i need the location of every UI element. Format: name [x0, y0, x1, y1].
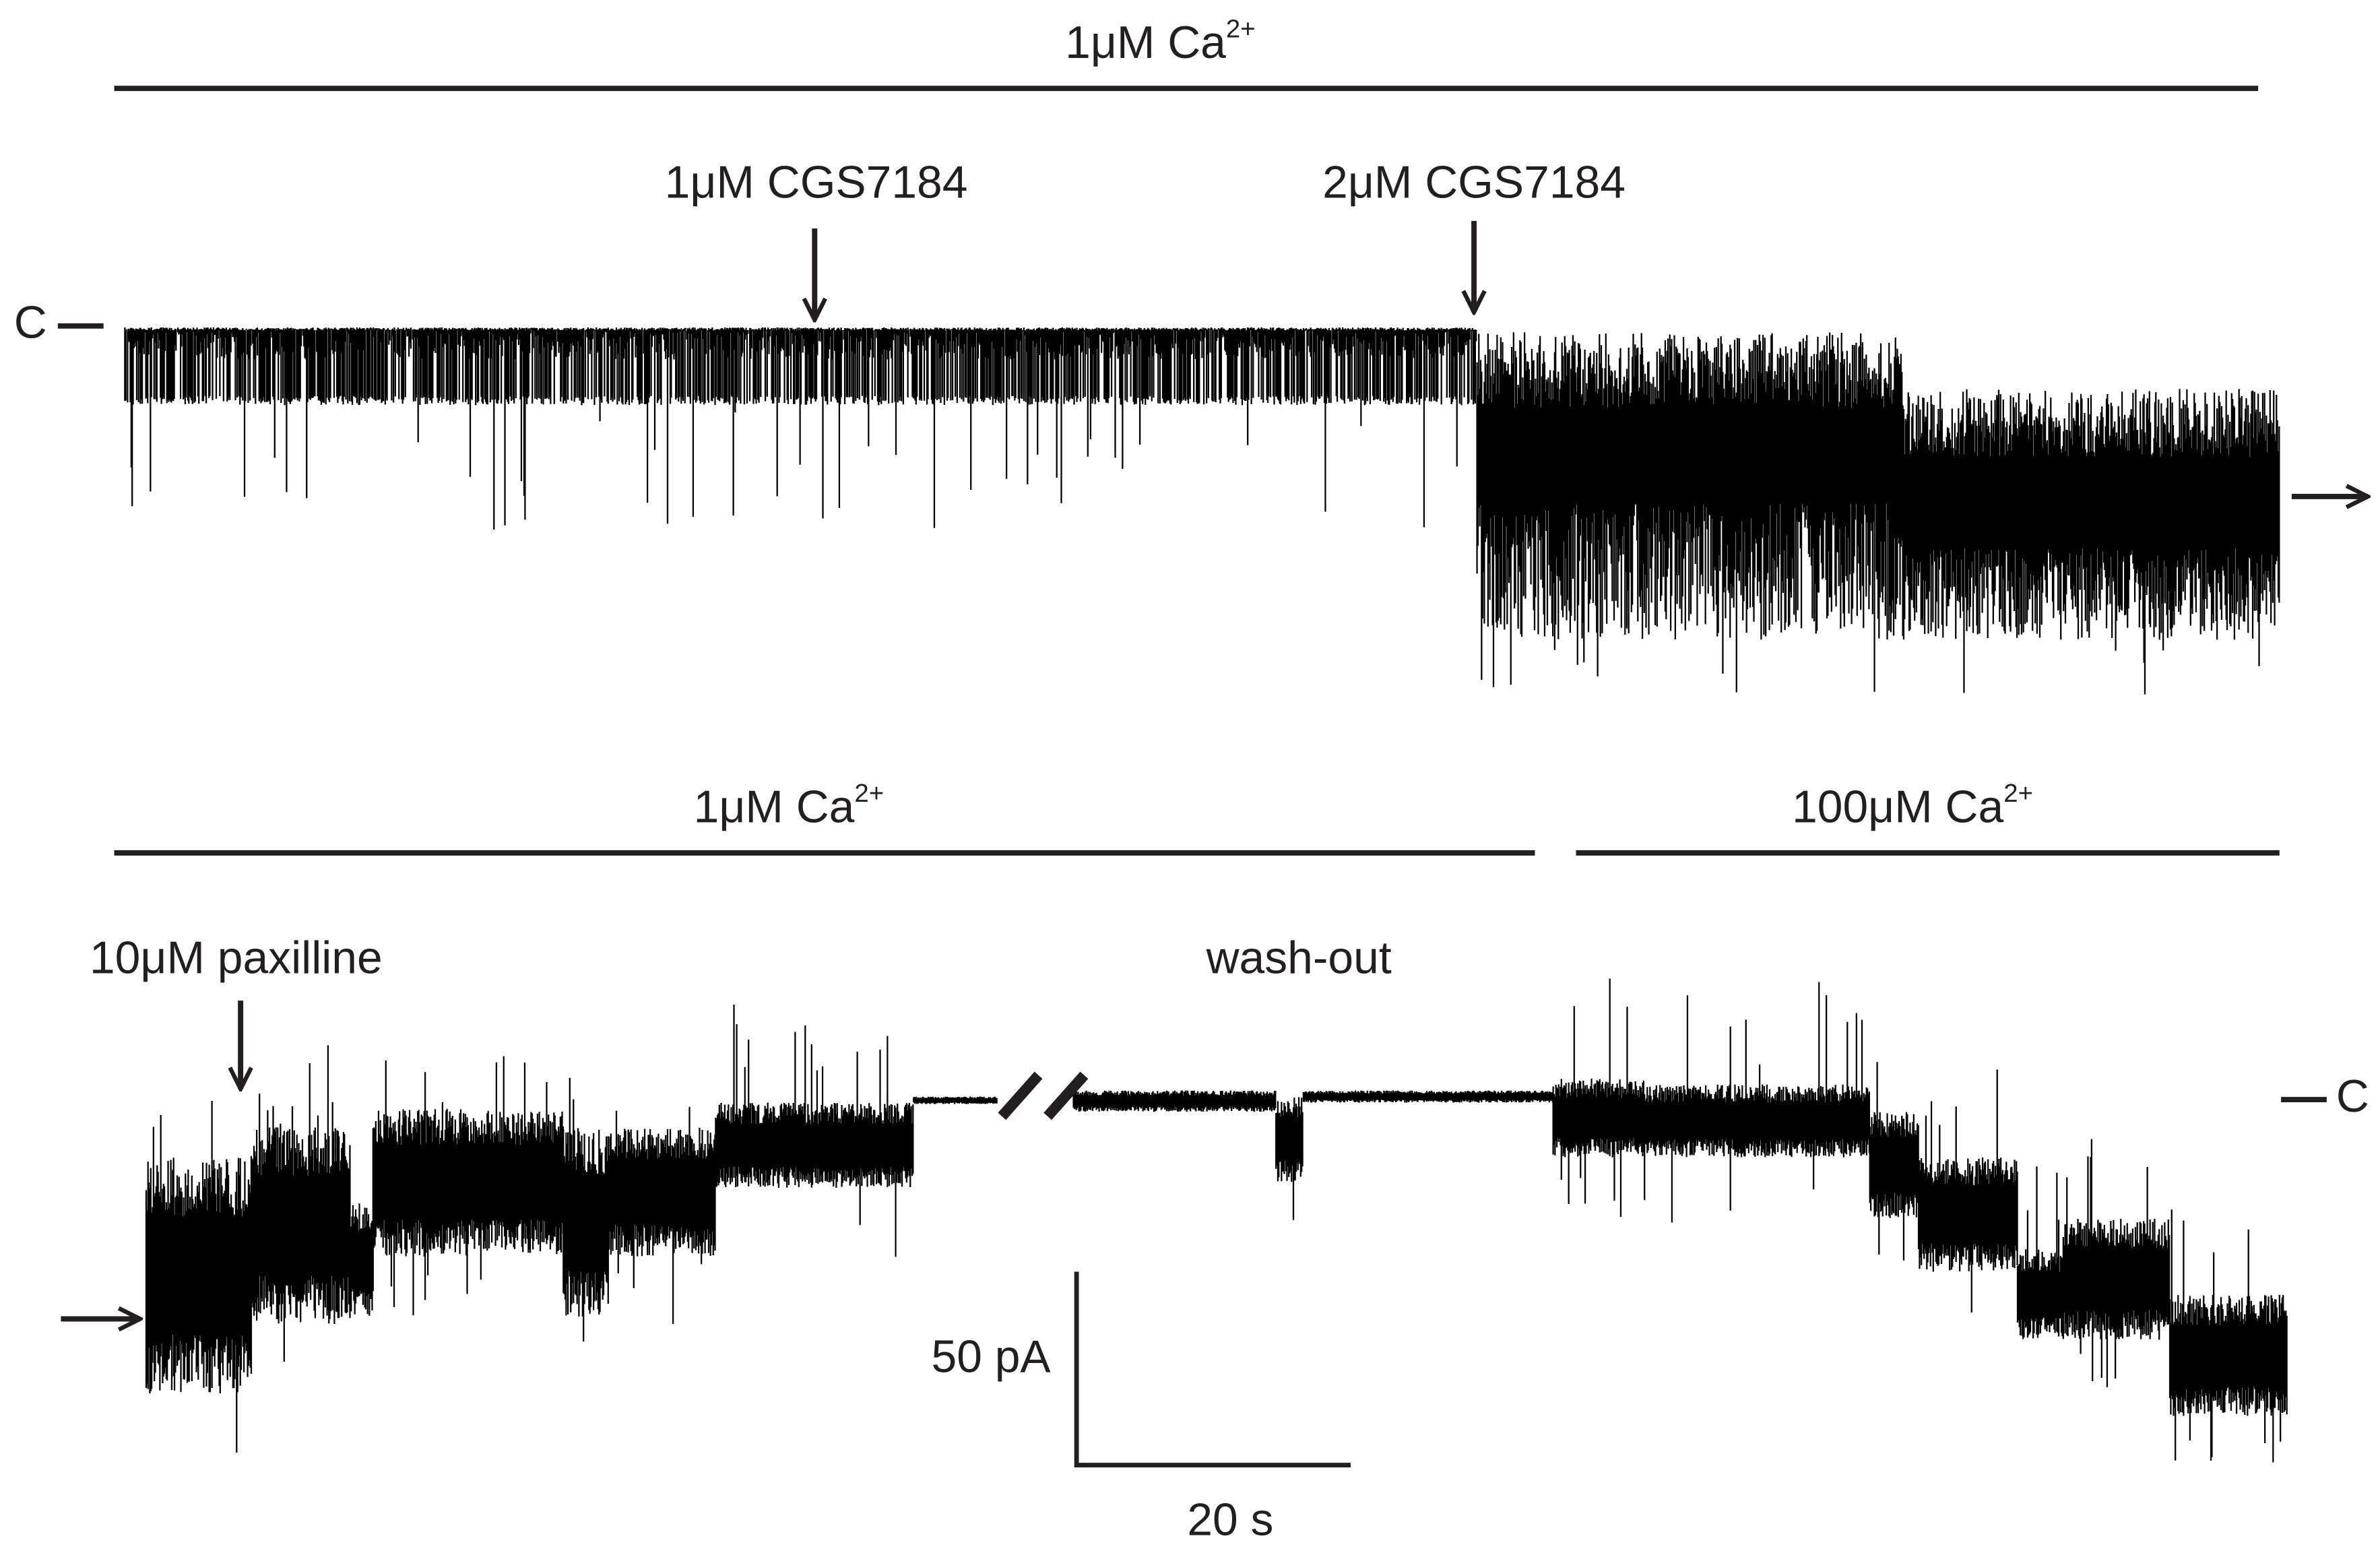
closed-label: C	[14, 298, 47, 348]
scale-bar-label: 20 s	[1187, 1494, 1273, 1545]
condition-text: 1μM Ca	[694, 782, 855, 833]
closed-label: C	[2336, 1071, 2369, 1122]
condition-text: 100μM Ca	[1792, 782, 2003, 833]
axis-break	[1043, 1071, 1089, 1120]
condition-text: 1μM Ca	[1065, 18, 1226, 68]
condition-label: 1μM Ca2+	[1065, 14, 1256, 67]
scale-bar	[1074, 1271, 1351, 1467]
condition-label: 1μM Ca2+	[694, 779, 885, 832]
current-trace	[124, 327, 2280, 695]
annotation: 10μM paxilline	[90, 932, 383, 983]
current-trace	[145, 978, 2288, 1463]
superscript: 2+	[2003, 779, 2033, 808]
superscript: 2+	[854, 779, 884, 808]
condition-label: 100μM Ca2+	[1792, 779, 2033, 832]
annotation: wash-out	[1206, 932, 1392, 983]
axis-break	[998, 1071, 1043, 1120]
annotation: 1μM CGS7184	[665, 158, 968, 208]
scale-bar-label: 50 pA	[931, 1332, 1051, 1383]
annotation: 2μM CGS7184	[1322, 158, 1626, 208]
superscript: 2+	[1226, 14, 1256, 43]
